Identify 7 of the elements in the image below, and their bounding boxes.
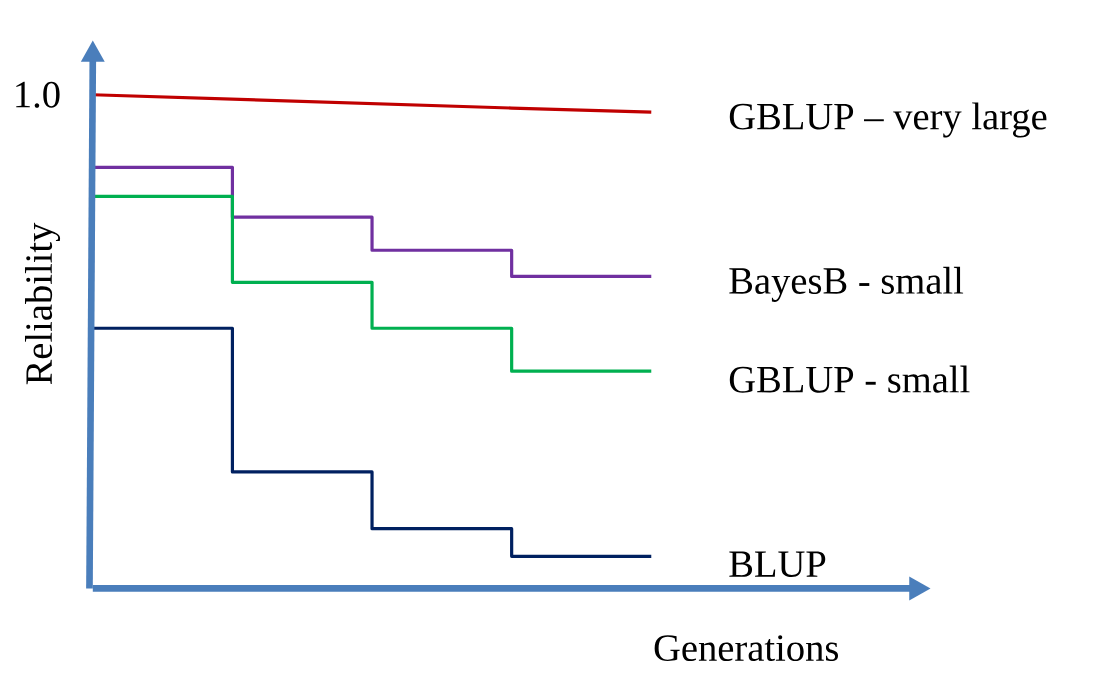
- y-axis-title: Reliability: [24, 222, 61, 385]
- x-axis-title: Generations: [654, 635, 839, 662]
- annotation: 1.0: [16, 81, 60, 108]
- text: BayesB - small: [729, 266, 964, 302]
- text: GBLUP - small: [729, 365, 970, 393]
- text: GBLUP – very large: [729, 102, 1047, 138]
- text: BLUP: [729, 551, 826, 578]
